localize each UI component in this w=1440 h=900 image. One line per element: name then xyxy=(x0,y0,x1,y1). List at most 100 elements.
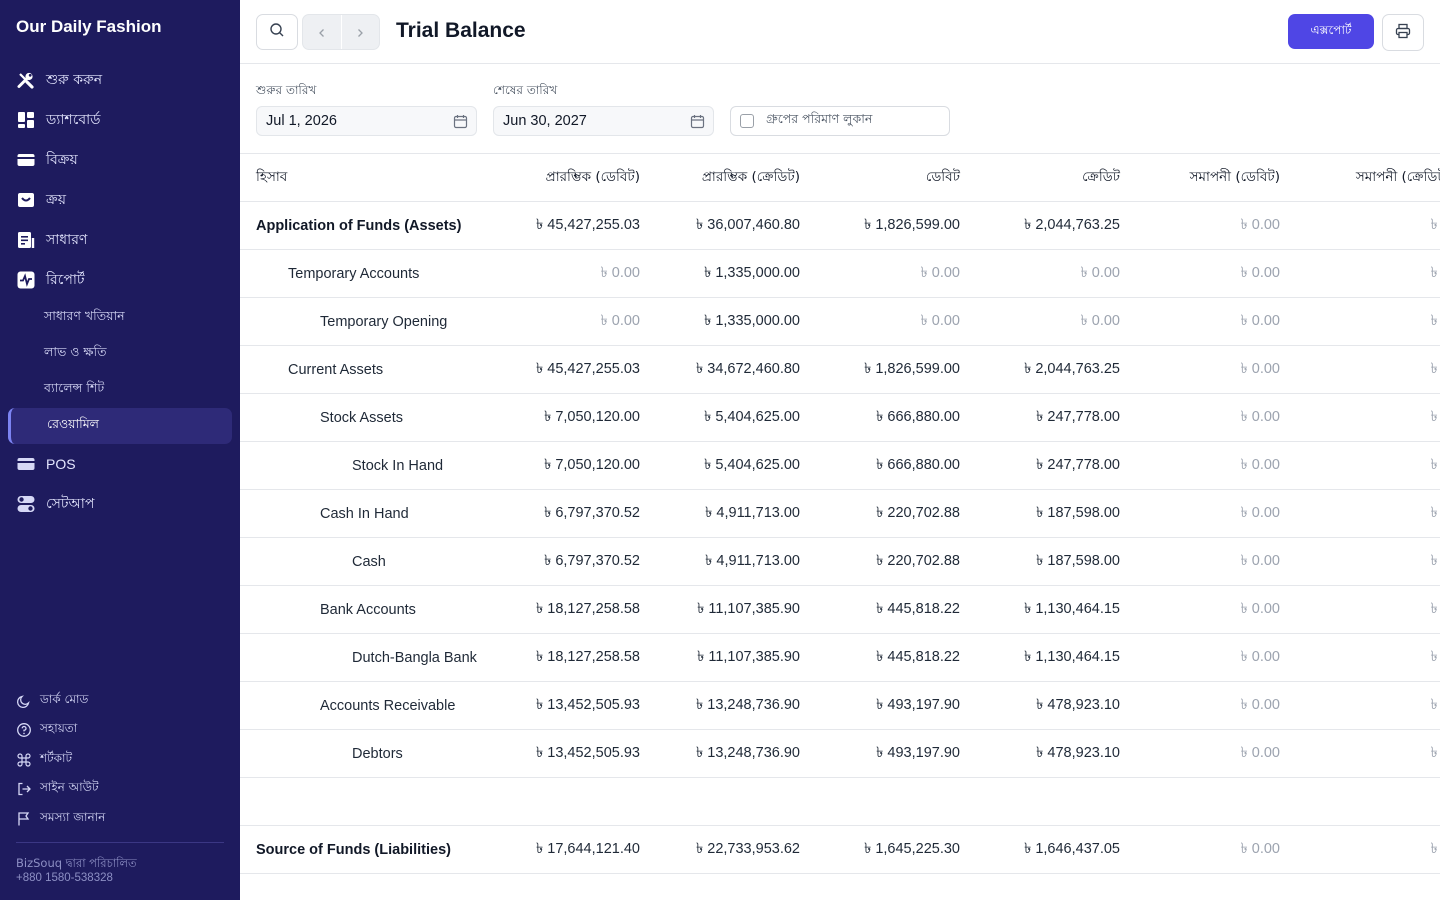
table-row[interactable]: Cash ৳ 6,797,370.52 ৳ 4,911,713.00 ৳ 220,70… xyxy=(240,537,1440,586)
sidebar-item-purchase[interactable]: ক্রয় xyxy=(0,180,240,220)
sign-out-link[interactable]: সাইন আউট xyxy=(16,775,224,805)
amount-cell: ৳ 11,107,385.90 xyxy=(660,585,820,634)
amount-cell: ৳ 13,452,505.93 xyxy=(500,681,660,730)
main-content: Trial Balance এক্সপোর্ট শুরুর তারিখ Jul … xyxy=(240,0,1440,900)
amount-cell: ৳ 0.00 xyxy=(500,249,660,298)
amount-cell: ৳ 34,672,460.80 xyxy=(660,345,820,394)
to-date-label: শেষের তারিখ xyxy=(493,83,558,97)
amount-cell: ৳ 7,050,120.00 xyxy=(500,393,660,442)
sidebar-item-label: সেটআপ xyxy=(46,496,95,512)
amount-cell: ৳ 17,644,121.40 xyxy=(500,825,660,874)
amount-cell: ৳ 493,197.90 xyxy=(820,729,980,778)
sidebar-item-general[interactable]: সাধারণ xyxy=(0,220,240,260)
table-row[interactable]: Current Assets ৳ 45,427,255.03 ৳ 34,672,46… xyxy=(240,345,1440,394)
amount-cell: ৳ 0.00 xyxy=(1300,489,1440,538)
hide-group-checkbox[interactable] xyxy=(740,114,754,128)
dashboard-icon xyxy=(16,110,36,130)
journal-icon xyxy=(16,230,36,250)
sidebar-item-pos[interactable]: POS xyxy=(0,444,240,484)
sidebar-item-get-started[interactable]: শুরু করুন xyxy=(0,60,240,100)
print-button[interactable] xyxy=(1382,14,1424,51)
table-row[interactable]: Debtors ৳ 13,452,505.93 ৳ 13,248,736.90 ৳ 4… xyxy=(240,729,1440,778)
table-row[interactable]: Accounts Receivable ৳ 13,452,505.93 ৳ 13,2… xyxy=(240,681,1440,730)
sidebar-subitem-trial-balance[interactable]: রেওয়ামিল xyxy=(8,408,232,444)
calendar-icon xyxy=(690,114,705,129)
column-header[interactable]: সমাপনী (ডেবিট) xyxy=(1140,154,1300,202)
table-body: Application of Funds (Assets) ৳ 45,427,25… xyxy=(240,201,1440,874)
amount-cell: ৳ 22,733,953.62 xyxy=(660,825,820,874)
history-nav xyxy=(302,14,380,50)
footer-label: সমস্যা জানান xyxy=(40,809,106,824)
account-name: Cash xyxy=(240,537,500,586)
hide-group-amounts-toggle[interactable]: গ্রুপের পরিমাণ লুকান xyxy=(730,106,950,136)
search-icon xyxy=(269,22,285,42)
sidebar-subitem-profit-loss[interactable]: লাভ ও ক্ষতি xyxy=(44,344,107,359)
table-row[interactable]: Dutch-Bangla Bank ৳ 18,127,258.58 ৳ 11,107… xyxy=(240,633,1440,682)
amount-cell: ৳ 7,050,120.00 xyxy=(500,441,660,490)
sales-icon xyxy=(16,150,36,170)
sidebar-footer: ডার্ক মোড সহায়তা শর্টকাট সাইন আউট সমস্য… xyxy=(16,686,224,834)
amount-cell: ৳ 187,598.00 xyxy=(980,537,1140,586)
calendar-icon xyxy=(453,114,468,129)
table-row[interactable]: Bank Accounts ৳ 18,127,258.58 ৳ 11,107,385… xyxy=(240,585,1440,634)
group-row[interactable]: Application of Funds (Assets) ৳ 45,427,25… xyxy=(240,201,1440,250)
export-button[interactable]: এক্সপোর্ট xyxy=(1288,14,1374,49)
amount-cell: ৳ 0.00 xyxy=(1300,681,1440,730)
amount-cell: ৳ 247,778.00 xyxy=(980,393,1140,442)
sidebar-item-report[interactable]: রিপোর্ট xyxy=(0,260,240,300)
sidebar-item-dashboard[interactable]: ড্যাশবোর্ড xyxy=(0,100,240,140)
search-button[interactable] xyxy=(256,14,298,50)
footer-label: সাইন আউট xyxy=(40,780,99,795)
column-header[interactable]: প্রারম্ভিক (ডেবিট) xyxy=(500,154,660,202)
amount-cell: ৳ 0.00 xyxy=(1300,633,1440,682)
help-link[interactable]: সহায়তা xyxy=(16,716,224,746)
sign-out-icon xyxy=(16,781,32,797)
command-icon xyxy=(16,752,32,768)
forward-button[interactable] xyxy=(340,15,380,49)
amount-cell: ৳ 4,911,713.00 xyxy=(660,489,820,538)
sidebar-item-label: সাধারণ xyxy=(46,232,88,248)
amount-cell: ৳ 478,923.10 xyxy=(980,729,1140,778)
sidebar-subitem-general-ledger[interactable]: সাধারণ খতিয়ান xyxy=(44,308,125,323)
amount-cell: ৳ 0.00 xyxy=(1300,441,1440,490)
table-row[interactable]: Stock In Hand ৳ 7,050,120.00 ৳ 5,404,625.0… xyxy=(240,441,1440,490)
back-button[interactable] xyxy=(303,15,341,49)
account-name: Source of Funds (Liabilities) xyxy=(240,825,500,874)
from-date-field[interactable]: Jul 1, 2026 xyxy=(256,106,477,136)
amount-cell: ৳ 0.00 xyxy=(980,249,1140,298)
company-name[interactable]: Our Daily Fashion xyxy=(16,17,162,36)
sidebar-nav: শুরু করুন ড্যাশবোর্ড বিক্রয় ক্রয় xyxy=(0,60,240,524)
column-header[interactable]: প্রারম্ভিক (ক্রেডিট) xyxy=(660,154,820,202)
dark-mode-toggle[interactable]: ডার্ক মোড xyxy=(16,686,224,716)
sidebar-subitem-balance-sheet[interactable]: ব্যালেন্স শিট xyxy=(44,380,105,395)
amount-cell: ৳ 0.00 xyxy=(1140,633,1300,682)
column-header[interactable]: সমাপনী (ক্রেডিট) xyxy=(1300,154,1440,202)
amount-cell: ৳ 0.00 xyxy=(1140,393,1300,442)
amount-cell: ৳ 0.00 xyxy=(980,297,1140,346)
amount-cell: ৳ 220,702.88 xyxy=(820,489,980,538)
sidebar-item-sales[interactable]: বিক্রয় xyxy=(0,140,240,180)
table-row[interactable]: Cash In Hand ৳ 6,797,370.52 ৳ 4,911,713.00… xyxy=(240,489,1440,538)
column-header[interactable]: ক্রেডিট xyxy=(980,154,1140,202)
table-row[interactable]: Temporary Opening ৳ 0.00 ৳ 1,335,000.00 ৳ 0… xyxy=(240,297,1440,346)
table-row[interactable]: Stock Assets ৳ 7,050,120.00 ৳ 5,404,625.00… xyxy=(240,393,1440,442)
to-date-field[interactable]: Jun 30, 2027 xyxy=(493,106,714,136)
filter-bar: শুরুর তারিখ Jul 1, 2026 শেষের তারিখ Jun … xyxy=(240,64,1440,154)
amount-cell: ৳ 0.00 xyxy=(1300,825,1440,874)
column-header[interactable]: ডেবিট xyxy=(820,154,980,202)
sidebar-item-label: শুরু করুন xyxy=(46,72,103,88)
sidebar-divider xyxy=(16,842,224,843)
amount-cell: ৳ 0.00 xyxy=(1140,249,1300,298)
sidebar-item-label: ড্যাশবোর্ড xyxy=(46,112,101,128)
group-row[interactable]: Source of Funds (Liabilities) ৳ 17,644,12… xyxy=(240,825,1440,874)
amount-cell: ৳ 0.00 xyxy=(1300,297,1440,346)
report-issue-link[interactable]: সমস্যা জানান xyxy=(16,804,224,834)
from-date-value: Jul 1, 2026 xyxy=(266,113,337,129)
table-row[interactable]: Temporary Accounts ৳ 0.00 ৳ 1,335,000.00 ৳ … xyxy=(240,249,1440,298)
amount-cell: ৳ 1,335,000.00 xyxy=(660,249,820,298)
account-name: Stock Assets xyxy=(240,393,500,442)
flag-icon xyxy=(16,811,32,827)
shortcuts-link[interactable]: শর্টকাট xyxy=(16,745,224,775)
sidebar-item-setup[interactable]: সেটআপ xyxy=(0,484,240,524)
column-header[interactable]: হিসাব xyxy=(240,154,500,202)
